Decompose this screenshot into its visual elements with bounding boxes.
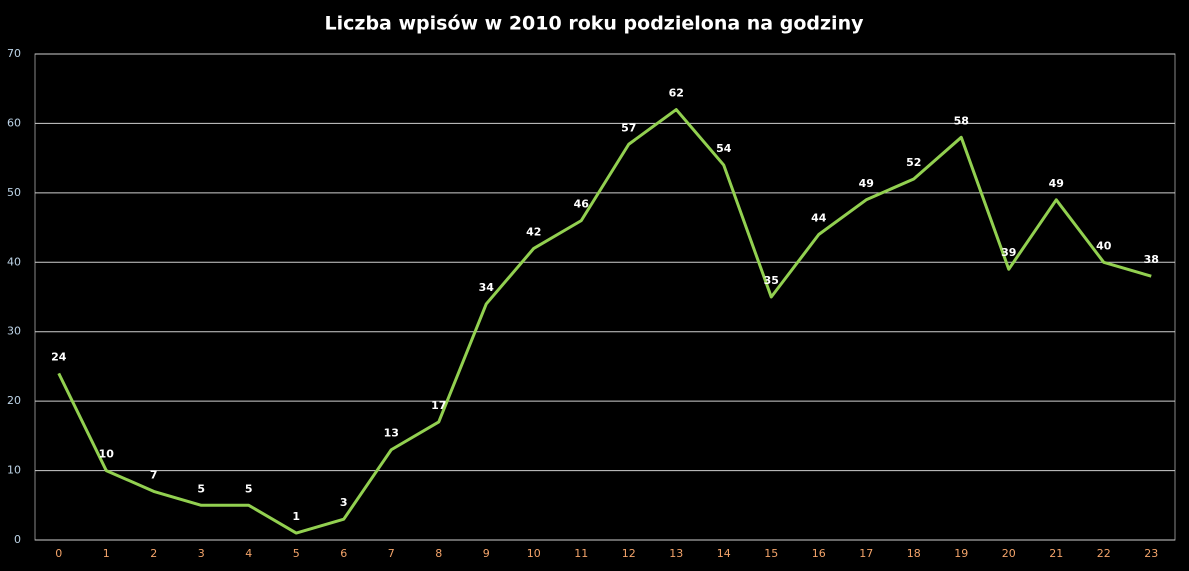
x-tick-label: 7 [388, 547, 395, 560]
data-label: 24 [51, 350, 67, 363]
data-line [57, 108, 1152, 535]
data-label: 3 [340, 496, 348, 509]
data-label: 54 [716, 142, 732, 155]
x-tick-label: 12 [622, 547, 636, 560]
x-tick-label: 22 [1097, 547, 1111, 560]
y-tick-label: 20 [7, 394, 21, 407]
x-tick-label: 16 [812, 547, 826, 560]
x-tick-label: 5 [293, 547, 300, 560]
y-tick-label: 10 [7, 464, 21, 477]
data-label: 49 [1049, 177, 1064, 190]
data-label: 44 [811, 212, 827, 225]
x-tick-label: 13 [669, 547, 683, 560]
data-label: 62 [669, 87, 684, 100]
data-label: 7 [150, 468, 158, 481]
x-tick-label: 8 [435, 547, 442, 560]
x-tick-label: 11 [574, 547, 588, 560]
data-label: 52 [906, 156, 921, 169]
data-label: 17 [431, 399, 446, 412]
chart-title: Liczba wpisów w 2010 roku podzielona na … [325, 13, 865, 35]
y-tick-label: 40 [7, 255, 21, 268]
data-label: 5 [245, 482, 253, 495]
x-tick-label: 14 [717, 547, 731, 560]
data-label: 35 [764, 274, 779, 287]
x-tick-label: 0 [55, 547, 62, 560]
x-tick-label: 10 [527, 547, 541, 560]
x-tick-label: 2 [150, 547, 157, 560]
x-tick-label: 1 [103, 547, 110, 560]
x-tick-label: 17 [859, 547, 873, 560]
x-tick-label: 6 [340, 547, 347, 560]
data-label: 57 [621, 121, 636, 134]
y-tick-label: 50 [7, 186, 21, 199]
x-tick-label: 23 [1144, 547, 1158, 560]
x-tick-label: 20 [1002, 547, 1016, 560]
data-label: 34 [479, 281, 495, 294]
x-tick-label: 21 [1049, 547, 1063, 560]
data-label: 49 [859, 177, 874, 190]
x-tick-label: 15 [764, 547, 778, 560]
data-label: 1 [292, 510, 300, 523]
data-label: 10 [99, 448, 115, 461]
x-tick-label: 9 [483, 547, 490, 560]
x-tick-label: 3 [198, 547, 205, 560]
y-tick-label: 60 [7, 116, 21, 129]
data-label: 39 [1001, 246, 1016, 259]
y-tick-label: 30 [7, 325, 21, 338]
x-tick-label: 19 [954, 547, 968, 560]
data-label: 38 [1144, 253, 1159, 266]
data-label: 13 [384, 427, 399, 440]
x-tick-label: 4 [245, 547, 252, 560]
y-tick-label: 70 [7, 47, 21, 60]
data-label: 40 [1096, 239, 1112, 252]
data-label: 46 [574, 198, 590, 211]
x-tick-label: 18 [907, 547, 921, 560]
data-label: 58 [954, 114, 969, 127]
data-label: 5 [197, 482, 205, 495]
data-label: 42 [526, 225, 541, 238]
y-tick-label: 0 [14, 533, 21, 546]
